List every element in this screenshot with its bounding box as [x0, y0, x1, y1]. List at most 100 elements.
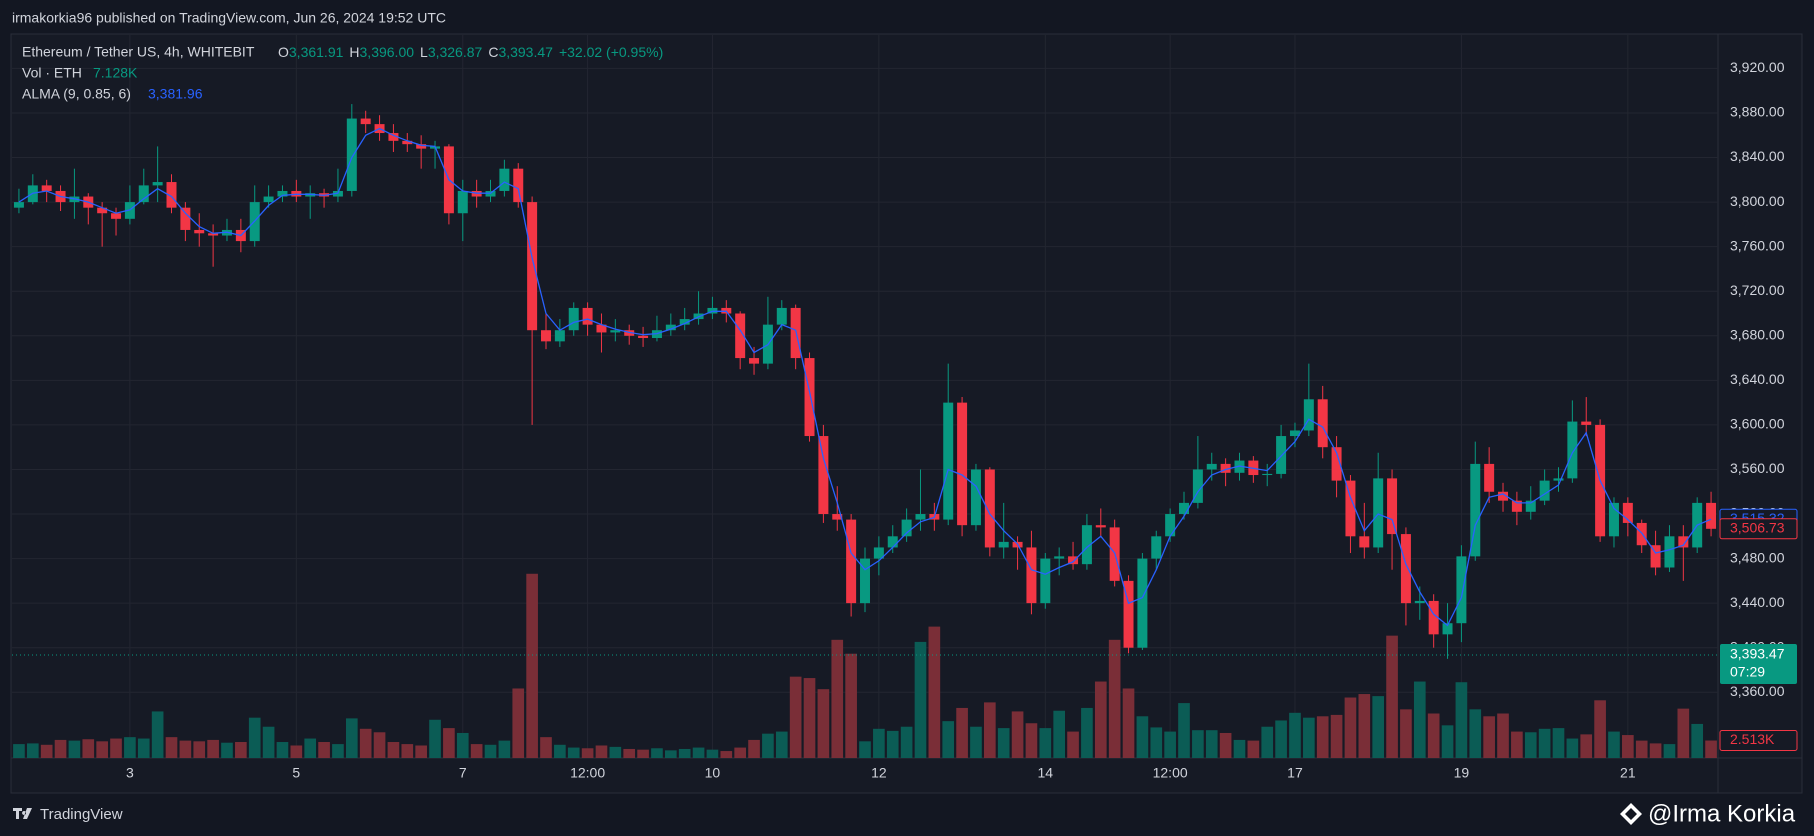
candle-body	[1400, 534, 1411, 604]
volume-bar	[1413, 681, 1426, 758]
volume-bar	[692, 747, 705, 758]
candle-body	[208, 233, 219, 236]
volume-bar	[193, 741, 206, 758]
candle-body	[513, 168, 524, 203]
last-price-tag	[1720, 643, 1797, 684]
candle-body	[1539, 480, 1550, 501]
y-tick-label: 3,800.00	[1730, 193, 1785, 209]
grid	[12, 35, 1718, 758]
alma-line	[18, 127, 1712, 627]
volume-bar	[1455, 682, 1468, 758]
volume-bar	[970, 726, 982, 758]
change: +32.02 (+0.95%)	[559, 44, 663, 60]
candle-body	[1192, 469, 1203, 503]
y-tick-label: 3,640.00	[1730, 371, 1785, 387]
ohlc-value: 3,361.91	[289, 44, 344, 60]
brand-logo	[13, 808, 32, 819]
ohlc-key: H	[349, 44, 359, 60]
alma-legend-name: ALMA (9, 0.85, 6)	[22, 86, 131, 102]
candle-body	[1608, 502, 1619, 537]
volume-bar	[387, 742, 400, 758]
candle-body	[1165, 514, 1176, 537]
volume-bar	[678, 748, 691, 758]
candle-body	[1678, 536, 1689, 548]
volume-bar	[484, 744, 497, 758]
candle-body	[499, 168, 510, 191]
volume-bar	[623, 748, 636, 758]
volume-bar	[984, 702, 996, 758]
candle-body	[679, 319, 690, 325]
candle-body	[832, 514, 843, 520]
countdown: 07:29	[1730, 664, 1765, 680]
volume-bar	[1372, 696, 1385, 758]
volume-bar	[207, 739, 219, 758]
footer: TradingView @Irma Korkia	[13, 800, 1796, 827]
author-icon	[1620, 803, 1642, 825]
x-tick-label: 14	[1038, 765, 1054, 781]
volume-bar	[942, 721, 955, 758]
volume-bar	[1136, 716, 1149, 758]
volume-bar	[151, 711, 164, 758]
candle-body	[1664, 536, 1675, 568]
volume-bar	[345, 718, 358, 758]
volume-bar	[609, 746, 622, 758]
candle-body	[998, 541, 1009, 548]
candle-body	[527, 202, 538, 331]
candle-body	[1137, 558, 1148, 648]
candle-body	[1345, 480, 1356, 537]
volume-bar	[318, 742, 330, 758]
candle-body	[1498, 491, 1509, 501]
candle-body	[1442, 623, 1453, 635]
candle-body	[665, 324, 676, 331]
volume-bar	[1303, 717, 1315, 758]
volume-bar	[82, 739, 95, 758]
candle-body	[582, 307, 593, 325]
volume-bar	[1649, 743, 1662, 758]
candle-body	[97, 207, 108, 214]
volume-bar	[1594, 700, 1606, 758]
candle-body	[457, 190, 468, 214]
volume-tag	[1719, 730, 1798, 752]
ohlc-key: C	[488, 44, 498, 60]
candle-body	[1317, 399, 1328, 448]
candle-body	[1650, 545, 1661, 568]
volume-bar	[1511, 731, 1523, 758]
candle-body	[860, 558, 870, 604]
volume-bar	[1039, 728, 1052, 758]
x-tick-label: 12:00	[1153, 765, 1188, 781]
y-tick-label: 3,480.00	[1730, 549, 1785, 565]
y-tick-label: 3,440.00	[1730, 594, 1785, 610]
volume-bar	[581, 748, 594, 758]
volume-bar	[928, 626, 941, 758]
legend: Ethereum / Tether US, 4h, WHITEBIT O3,36…	[22, 44, 663, 102]
volume-bar	[456, 732, 469, 758]
volume-bar	[221, 742, 233, 758]
volume-bar	[124, 737, 136, 758]
candle-body	[1040, 558, 1051, 604]
candle-body	[1456, 556, 1467, 624]
volume-bar	[429, 719, 441, 758]
y-tick-label: 3,720.00	[1730, 282, 1785, 298]
candle-body	[1206, 463, 1217, 470]
candle-body	[846, 519, 857, 604]
candle-body	[346, 118, 357, 191]
candle-body	[1151, 536, 1162, 559]
candle-body	[1303, 399, 1314, 431]
volume-bar	[1483, 716, 1495, 758]
candle-body	[749, 358, 760, 364]
volume-bar	[26, 743, 39, 758]
candle-body	[1262, 473, 1273, 476]
volume-bar	[1108, 639, 1121, 758]
volume-bar	[748, 739, 760, 758]
candle-body	[1068, 556, 1079, 565]
candle-body	[1581, 421, 1592, 425]
ohlc-value: 3,396.00	[360, 44, 415, 60]
volume-bar	[1608, 731, 1620, 758]
candle-body	[610, 330, 621, 333]
candle-body	[13, 202, 24, 208]
candle-body	[568, 307, 579, 331]
volume-bar	[415, 745, 427, 758]
candle-body	[41, 185, 52, 191]
candle-body	[1026, 547, 1037, 604]
